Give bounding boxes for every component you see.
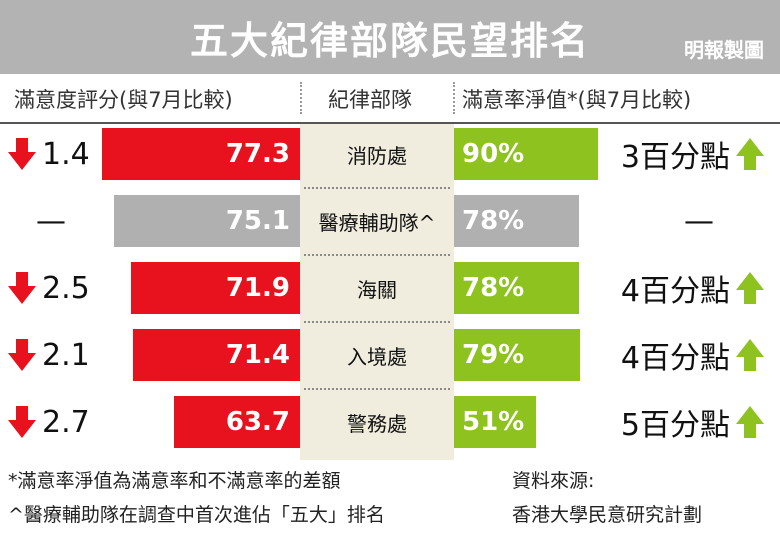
down-arrow-icon — [8, 406, 36, 438]
net-bar: 78% — [454, 262, 579, 314]
net-bar: 51% — [454, 396, 536, 448]
footnote-net-definition: *滿意率淨值為滿意率和不滿意率的差額 — [8, 470, 341, 492]
net-change: 3百分點 — [621, 128, 764, 180]
net-change: — — [684, 195, 714, 247]
column-separator — [300, 82, 302, 114]
net-change: 5百分點 — [621, 396, 764, 448]
unit-column-band — [300, 124, 454, 460]
score-bar-label: 71.4 — [225, 340, 290, 370]
chart-title: 五大紀律部隊民望排名 — [189, 19, 590, 63]
net-bar-label: 78% — [462, 206, 525, 236]
unit-column-header: 紀律部隊 — [328, 88, 412, 112]
net-change-value: 3百分點 — [620, 140, 730, 175]
footnote-first-entry: ^醫療輔助隊在調查中首次進佔「五大」排名 — [8, 504, 385, 526]
unit-name-label: 醫療輔助隊^ — [318, 210, 436, 235]
score-bar-label: 63.7 — [225, 407, 290, 437]
score-bar: 71.9 — [130, 262, 300, 314]
net-bar: 90% — [454, 128, 598, 180]
up-arrow-icon — [736, 339, 764, 371]
score-column-header: 滿意度評分(與7月比較) — [14, 88, 233, 112]
unit-name-label: 入境處 — [347, 344, 407, 369]
net-bar: 79% — [454, 329, 581, 381]
net-bar-label: 78% — [462, 273, 525, 303]
unit-name: 醫療輔助隊^ — [300, 195, 454, 247]
score-change: 2.7 — [8, 396, 90, 448]
net-bar: 78% — [454, 195, 579, 247]
score-bar: 77.3 — [102, 128, 300, 180]
net-change-value: 4百分點 — [620, 274, 730, 309]
net-change-value: 4百分點 — [620, 341, 730, 376]
net-change: 4百分點 — [621, 329, 764, 381]
score-bar-label: 77.3 — [225, 139, 290, 169]
score-change: 2.5 — [8, 262, 90, 314]
row-separator — [304, 321, 450, 323]
column-headers: 滿意度評分(與7月比較) 紀律部隊 滿意率淨值*(與7月比較) — [0, 74, 780, 124]
net-change-value: 5百分點 — [620, 408, 730, 443]
unit-name-label: 消防處 — [347, 143, 407, 168]
score-bar: 71.4 — [133, 329, 300, 381]
score-change: 1.4 — [8, 128, 90, 180]
score-change: 2.1 — [8, 329, 90, 381]
net-bar-label: 51% — [462, 407, 525, 437]
up-arrow-icon — [736, 138, 764, 170]
net-bar-label: 90% — [462, 139, 525, 169]
up-arrow-icon — [736, 406, 764, 438]
down-arrow-icon — [8, 339, 36, 371]
up-arrow-icon — [736, 272, 764, 304]
unit-name: 消防處 — [300, 128, 454, 180]
unit-name-label: 警務處 — [347, 411, 407, 436]
score-change-value: 1.4 — [42, 136, 90, 172]
score-bar: 63.7 — [174, 396, 300, 448]
net-column-header: 滿意率淨值*(與7月比較) — [462, 88, 692, 112]
score-bar-label: 75.1 — [225, 206, 290, 236]
down-arrow-icon — [8, 138, 36, 170]
row-separator — [304, 388, 450, 390]
score-change-value: 2.1 — [42, 337, 90, 373]
unit-name: 海關 — [300, 262, 454, 314]
row-separator — [304, 254, 450, 256]
unit-name-label: 海關 — [357, 277, 397, 302]
score-change-value: 2.5 — [42, 270, 90, 306]
score-bar: 75.1 — [113, 195, 300, 247]
row-separator — [304, 187, 450, 189]
net-change-value: — — [684, 203, 714, 239]
unit-name: 警務處 — [300, 396, 454, 448]
score-change-value: 2.7 — [42, 404, 90, 440]
score-change: — — [36, 195, 66, 247]
net-change: 4百分點 — [621, 262, 764, 314]
column-separator — [453, 82, 455, 114]
net-bar-label: 79% — [462, 340, 525, 370]
score-change-value: — — [36, 203, 66, 239]
source-name: 香港大學民意研究計劃 — [512, 504, 703, 526]
unit-name: 入境處 — [300, 329, 454, 381]
down-arrow-icon — [8, 272, 36, 304]
source-label: 資料來源: — [512, 470, 595, 492]
graphic-credit: 明報製圖 — [684, 38, 764, 62]
score-bar-label: 71.9 — [225, 273, 290, 303]
title-bar — [0, 0, 780, 74]
